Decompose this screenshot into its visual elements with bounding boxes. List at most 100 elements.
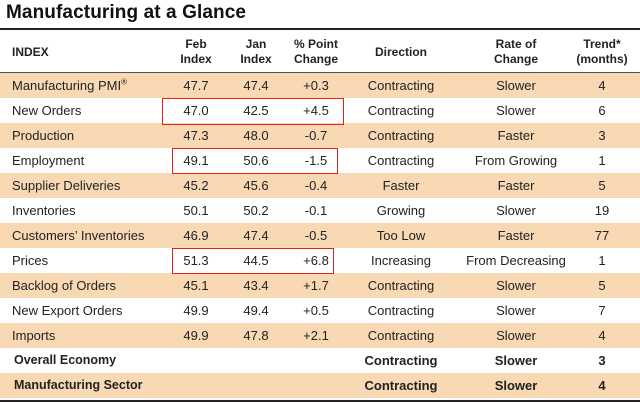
cell-jan: 44.5 xyxy=(243,253,269,268)
top-rule xyxy=(0,28,640,30)
cell-index: New Orders xyxy=(12,103,82,118)
cell-feb: 49.9 xyxy=(183,328,209,343)
cell-feb: 47.7 xyxy=(183,78,209,93)
cell-trend: 3 xyxy=(598,353,606,368)
cell-index: Customers’ Inventories xyxy=(12,228,145,243)
cell-direction: Contracting xyxy=(367,328,435,343)
cell-jan: 50.2 xyxy=(243,203,269,218)
cell-change: -0.7 xyxy=(304,128,328,143)
table-row: Backlog of Orders 45.1 43.4 +1.7 Contracting… xyxy=(0,273,640,298)
table-row: Manufacturing PMI® 47.7 47.4 +0.3 Contractin… xyxy=(0,73,640,98)
cell-trend: 5 xyxy=(598,178,606,193)
cell-change: -1.5 xyxy=(304,153,328,168)
cell-rate: Slower xyxy=(494,353,538,368)
cell-change: +4.5 xyxy=(303,103,329,118)
header-rule xyxy=(0,72,640,73)
cell-index: Employment xyxy=(12,153,85,168)
cell-trend: 1 xyxy=(598,153,606,168)
cell-change: +2.1 xyxy=(303,328,329,343)
highlight-box-employment xyxy=(172,148,338,174)
cell-change: -0.1 xyxy=(304,203,328,218)
cell-direction: Contracting xyxy=(364,353,438,368)
header-change: % Point Change xyxy=(293,37,338,66)
cell-rate: From Decreasing xyxy=(466,253,566,268)
cell-feb: 45.2 xyxy=(183,178,209,193)
header-direction: Direction xyxy=(374,44,427,59)
table-row: Imports 49.9 47.8 +2.1 Contracting Slower 4 xyxy=(0,323,640,348)
table-row: Employment 49.1 50.6 -1.5 Contracting From Gr… xyxy=(0,148,640,173)
highlight-box-new-orders xyxy=(162,98,344,125)
cell-index: Supplier Deliveries xyxy=(12,178,121,193)
cell-feb: 47.0 xyxy=(183,103,209,118)
cell-rate: Faster xyxy=(497,228,535,243)
cell-rate: Slower xyxy=(496,278,536,293)
highlight-box-prices xyxy=(172,248,334,274)
cell-rate: From Growing xyxy=(474,153,558,168)
cell-trend: 6 xyxy=(598,103,606,118)
table-row: Inventories 50.1 50.2 -0.1 Growing Slower 19 xyxy=(0,198,640,223)
table-row: Customers’ Inventories 46.9 47.4 -0.5 Too Lo… xyxy=(0,223,640,248)
cell-feb: 45.1 xyxy=(183,278,209,293)
cell-direction: Growing xyxy=(376,203,426,218)
page-title: Manufacturing at a Glance xyxy=(6,2,247,23)
cell-jan: 47.4 xyxy=(243,78,269,93)
table-header: INDEX Feb Index Jan Index % Point Change Di… xyxy=(0,32,640,72)
cell-direction: Contracting xyxy=(367,303,435,318)
cell-index: Manufacturing Sector xyxy=(14,378,143,392)
header-trend: Trend* (months) xyxy=(576,37,628,66)
header-jan: Jan Index xyxy=(240,37,272,66)
cell-change: +0.3 xyxy=(303,78,329,93)
cell-index: Inventories xyxy=(12,203,76,218)
cell-trend: 5 xyxy=(598,278,606,293)
cell-change: +0.5 xyxy=(303,303,329,318)
cell-index: Imports xyxy=(12,328,56,343)
cell-jan: 45.6 xyxy=(243,178,269,193)
table-row: Prices 51.3 44.5 +6.8 Increasing From Decreas… xyxy=(0,248,640,273)
cell-feb: 47.3 xyxy=(183,128,209,143)
cell-change: -0.4 xyxy=(304,178,328,193)
cell-index: Production xyxy=(12,128,75,143)
cell-jan: 47.8 xyxy=(243,328,269,343)
cell-index: Overall Economy xyxy=(14,353,117,367)
cell-change: +1.7 xyxy=(303,278,329,293)
summary-row: Overall Economy Contracting Slower 3 xyxy=(0,348,640,373)
cell-change: -0.5 xyxy=(304,228,328,243)
cell-index: Backlog of Orders xyxy=(12,278,117,293)
cell-jan: 42.5 xyxy=(243,103,269,118)
cell-index: Prices xyxy=(12,253,49,268)
cell-rate: Slower xyxy=(496,78,536,93)
cell-rate: Faster xyxy=(497,178,535,193)
cell-direction: Contracting xyxy=(364,378,438,393)
cell-index: Manufacturing PMI® xyxy=(12,77,128,93)
cell-feb: 49.9 xyxy=(183,303,209,318)
table-row: Production 47.3 48.0 -0.7 Contracting Faster 3 xyxy=(0,123,640,148)
cell-rate: Slower xyxy=(496,203,536,218)
cell-rate: Slower xyxy=(494,378,538,393)
table-row: Supplier Deliveries 45.2 45.6 -0.4 Faster Fas… xyxy=(0,173,640,198)
cell-trend: 4 xyxy=(598,328,606,343)
header-rate: Rate of Change xyxy=(493,37,538,66)
summary-row: Manufacturing Sector Contracting Slower 4 xyxy=(0,373,640,398)
table-body: Manufacturing PMI® 47.7 47.4 +0.3 Contractin… xyxy=(0,73,640,398)
cell-direction: Contracting xyxy=(367,78,435,93)
cell-feb: 50.1 xyxy=(183,203,209,218)
cell-jan: 50.6 xyxy=(243,153,269,168)
cell-jan: 49.4 xyxy=(243,303,269,318)
header-index: INDEX xyxy=(12,44,49,59)
cell-jan: 47.4 xyxy=(243,228,269,243)
cell-direction: Contracting xyxy=(367,128,435,143)
table-row: New Orders 47.0 42.5 +4.5 Contracting Slower 6 xyxy=(0,98,640,123)
cell-direction: Increasing xyxy=(371,253,431,268)
cell-trend: 4 xyxy=(598,78,606,93)
cell-rate: Slower xyxy=(496,303,536,318)
cell-trend: 1 xyxy=(598,253,606,268)
cell-jan: 43.4 xyxy=(243,278,269,293)
cell-feb: 49.1 xyxy=(183,153,209,168)
cell-trend: 4 xyxy=(598,378,606,393)
cell-rate: Slower xyxy=(496,328,536,343)
cell-direction: Too Low xyxy=(376,228,426,243)
cell-feb: 46.9 xyxy=(183,228,209,243)
cell-rate: Faster xyxy=(497,128,535,143)
cell-feb: 51.3 xyxy=(183,253,209,268)
